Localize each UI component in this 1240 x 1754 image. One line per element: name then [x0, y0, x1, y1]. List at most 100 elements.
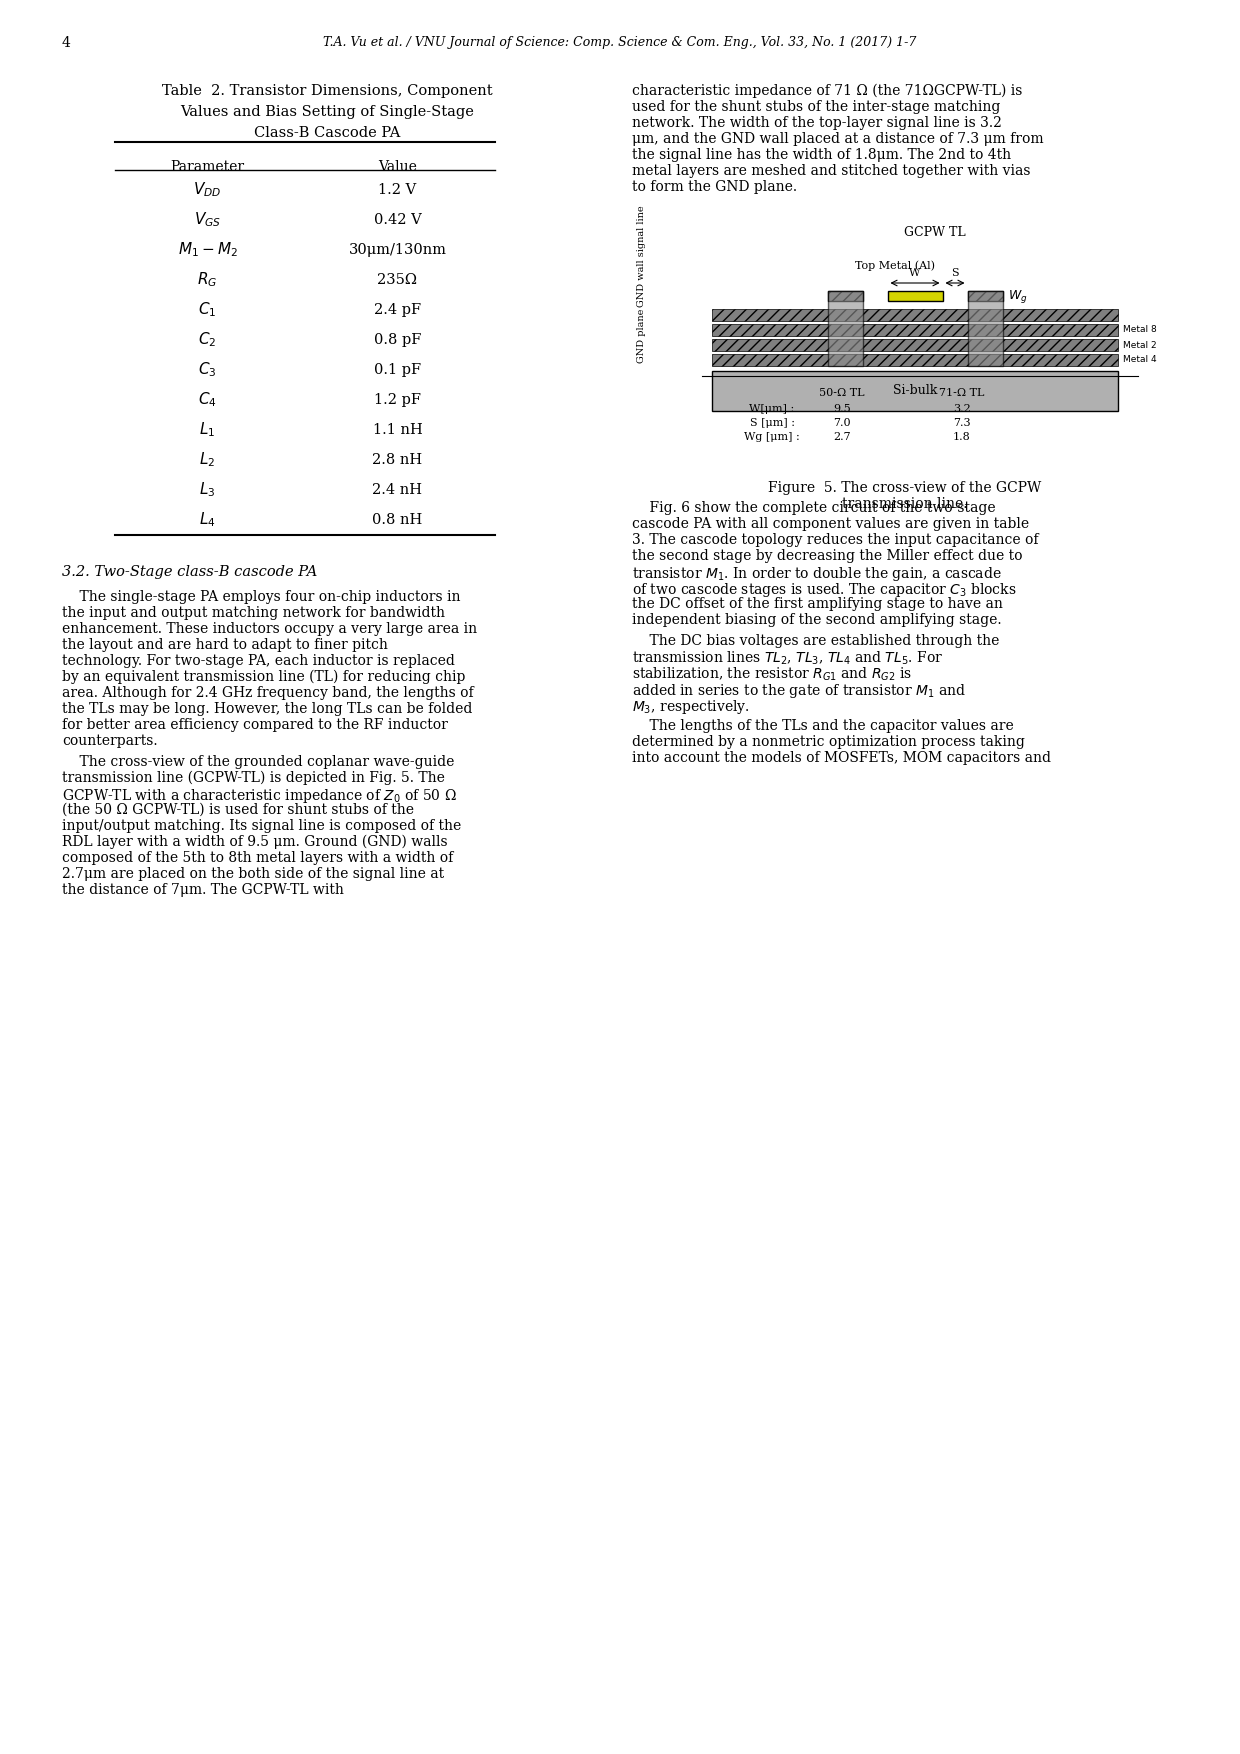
Text: independent biasing of the second amplifying stage.: independent biasing of the second amplif… [632, 612, 1002, 626]
Text: Metal 4: Metal 4 [1123, 356, 1157, 365]
Bar [712, 309, 1118, 321]
Text: Top Metal (Al): Top Metal (Al) [856, 260, 935, 272]
Text: the layout and are hard to adapt to finer pitch: the layout and are hard to adapt to fine… [62, 638, 388, 652]
Text: input/output matching. Its signal line is composed of the: input/output matching. Its signal line i… [62, 819, 461, 833]
Text: Values and Bias Setting of Single-Stage: Values and Bias Setting of Single-Stage [180, 105, 474, 119]
Text: RDL layer with a width of 9.5 μm. Ground (GND) walls: RDL layer with a width of 9.5 μm. Ground… [62, 835, 448, 849]
Bar [712, 354, 1118, 367]
Text: Value: Value [378, 160, 417, 174]
Text: the DC offset of the first amplifying stage to have an: the DC offset of the first amplifying st… [632, 596, 1003, 610]
Text: 2.7: 2.7 [833, 431, 851, 442]
Bar [967, 291, 1002, 367]
Text: metal layers are meshed and stitched together with vias: metal layers are meshed and stitched tog… [632, 165, 1030, 177]
Text: determined by a nonmetric optimization process taking: determined by a nonmetric optimization p… [632, 735, 1025, 749]
Text: $C_1$: $C_1$ [198, 300, 217, 319]
Text: 1.2 pF: 1.2 pF [374, 393, 422, 407]
Text: $R_G$: $R_G$ [197, 270, 218, 289]
Text: the distance of 7μm. The GCPW-TL with: the distance of 7μm. The GCPW-TL with [62, 882, 343, 896]
Text: network. The width of the top-layer signal line is 3.2: network. The width of the top-layer sign… [632, 116, 1002, 130]
Text: technology. For two-stage PA, each inductor is replaced: technology. For two-stage PA, each induc… [62, 654, 455, 668]
Text: 7.0: 7.0 [833, 417, 851, 428]
Text: $L_2$: $L_2$ [200, 451, 216, 470]
Text: 3.2: 3.2 [954, 403, 971, 414]
Text: 0.8 pF: 0.8 pF [373, 333, 422, 347]
Text: 2.8 nH: 2.8 nH [372, 453, 423, 467]
Text: 50-Ω TL: 50-Ω TL [820, 388, 864, 398]
Text: W: W [909, 268, 920, 277]
Bar [632, 216, 1178, 496]
Text: 0.8 nH: 0.8 nH [372, 512, 423, 526]
Text: $L_4$: $L_4$ [200, 510, 216, 530]
Bar [712, 372, 1118, 410]
Text: of two cascode stages is used. The capacitor $C_3$ blocks: of two cascode stages is used. The capac… [632, 581, 1017, 600]
Text: transistor $M_1$. In order to double the gain, a cascade: transistor $M_1$. In order to double the… [632, 565, 1002, 582]
Text: area. Although for 2.4 GHz frequency band, the lengths of: area. Although for 2.4 GHz frequency ban… [62, 686, 474, 700]
Text: (the 50 Ω GCPW-TL) is used for shunt stubs of the: (the 50 Ω GCPW-TL) is used for shunt stu… [62, 803, 414, 817]
Text: the TLs may be long. However, the long TLs can be folded: the TLs may be long. However, the long T… [62, 702, 472, 716]
Text: 3. The cascode topology reduces the input capacitance of: 3. The cascode topology reduces the inpu… [632, 533, 1039, 547]
Bar [827, 291, 863, 367]
Text: GND plane: GND plane [637, 309, 646, 363]
Text: The cross-view of the grounded coplanar wave-guide: The cross-view of the grounded coplanar … [62, 754, 454, 768]
Text: GND wall signal line: GND wall signal line [637, 205, 646, 307]
Text: The lengths of the TLs and the capacitor values are: The lengths of the TLs and the capacitor… [632, 719, 1014, 733]
Text: T.A. Vu et al. / VNU Journal of Science: Comp. Science & Com. Eng., Vol. 33, No.: T.A. Vu et al. / VNU Journal of Science:… [324, 37, 916, 49]
Text: 71-Ω TL: 71-Ω TL [940, 388, 985, 398]
Text: 7.3: 7.3 [954, 417, 971, 428]
Text: counterparts.: counterparts. [62, 733, 157, 747]
Text: Metal 2: Metal 2 [1123, 340, 1157, 349]
Text: 1.2 V: 1.2 V [378, 182, 417, 196]
Text: cascode PA with all component values are given in table: cascode PA with all component values are… [632, 517, 1029, 531]
Text: used for the shunt stubs of the inter-stage matching: used for the shunt stubs of the inter-st… [632, 100, 1001, 114]
Text: 30μm/130nm: 30μm/130nm [348, 244, 446, 258]
Text: Fig. 6 show the complete circuit of the two-stage: Fig. 6 show the complete circuit of the … [632, 502, 996, 516]
Text: by an equivalent transmission line (TL) for reducing chip: by an equivalent transmission line (TL) … [62, 670, 465, 684]
Text: 3.2. Two-Stage class-B cascode PA: 3.2. Two-Stage class-B cascode PA [62, 565, 317, 579]
Text: $C_2$: $C_2$ [198, 332, 217, 349]
Text: 1.8: 1.8 [954, 431, 971, 442]
Text: the input and output matching network for bandwidth: the input and output matching network fo… [62, 605, 445, 619]
Text: 0.42 V: 0.42 V [373, 212, 422, 226]
Text: the signal line has the width of 1.8μm. The 2nd to 4th: the signal line has the width of 1.8μm. … [632, 147, 1011, 161]
Text: Figure  5. The cross-view of the GCPW: Figure 5. The cross-view of the GCPW [769, 481, 1042, 495]
Text: $V_{GS}$: $V_{GS}$ [193, 210, 221, 230]
Text: $L_3$: $L_3$ [200, 481, 216, 500]
Text: to form the GND plane.: to form the GND plane. [632, 181, 797, 195]
Text: S: S [951, 268, 959, 277]
Text: 0.1 pF: 0.1 pF [374, 363, 422, 377]
Text: S [μm] :: S [μm] : [749, 417, 795, 428]
Text: Class-B Cascode PA: Class-B Cascode PA [254, 126, 401, 140]
Text: Metal 8: Metal 8 [1123, 326, 1157, 335]
Text: 9.5: 9.5 [833, 403, 851, 414]
Text: enhancement. These inductors occupy a very large area in: enhancement. These inductors occupy a ve… [62, 623, 477, 637]
Text: $C_3$: $C_3$ [198, 361, 217, 379]
Text: $C_4$: $C_4$ [198, 391, 217, 409]
Text: transmission line (GCPW-TL) is depicted in Fig. 5. The: transmission line (GCPW-TL) is depicted … [62, 772, 445, 786]
Bar [712, 339, 1118, 351]
Text: $L_1$: $L_1$ [200, 421, 216, 438]
Bar [712, 324, 1118, 337]
Text: μm, and the GND wall placed at a distance of 7.3 μm from: μm, and the GND wall placed at a distanc… [632, 132, 1044, 146]
Text: GCPW-TL with a characteristic impedance of $Z_0$ of 50 Ω: GCPW-TL with a characteristic impedance … [62, 788, 456, 805]
Text: 2.4 nH: 2.4 nH [372, 482, 423, 496]
Bar [827, 291, 863, 302]
Bar [888, 291, 942, 302]
Text: The DC bias voltages are established through the: The DC bias voltages are established thr… [632, 633, 999, 647]
Text: Si-bulk: Si-bulk [893, 384, 937, 398]
Text: transmission line.: transmission line. [842, 496, 967, 510]
Text: 2.4 pF: 2.4 pF [374, 303, 422, 317]
Text: Table  2. Transistor Dimensions, Component: Table 2. Transistor Dimensions, Componen… [161, 84, 492, 98]
Text: 2.7μm are placed on the both side of the signal line at: 2.7μm are placed on the both side of the… [62, 866, 444, 881]
Text: $M_1-M_2$: $M_1-M_2$ [177, 240, 238, 260]
Text: 235Ω: 235Ω [377, 274, 418, 288]
Text: GCPW TL: GCPW TL [904, 226, 966, 239]
Text: transmission lines $TL_2$, $TL_3$, $TL_4$ and $TL_5$. For: transmission lines $TL_2$, $TL_3$, $TL_4… [632, 651, 944, 668]
Text: added in series to the gate of transistor $M_1$ and: added in series to the gate of transisto… [632, 682, 966, 700]
Text: the second stage by decreasing the Miller effect due to: the second stage by decreasing the Mille… [632, 549, 1023, 563]
Text: Wg [μm] :: Wg [μm] : [744, 431, 800, 442]
Bar [967, 291, 1002, 302]
Text: 4: 4 [62, 37, 71, 51]
Text: composed of the 5th to 8th metal layers with a width of: composed of the 5th to 8th metal layers … [62, 851, 454, 865]
Text: The single-stage PA employs four on-chip inductors in: The single-stage PA employs four on-chip… [62, 589, 460, 603]
Text: $W_g$: $W_g$ [1007, 288, 1027, 305]
